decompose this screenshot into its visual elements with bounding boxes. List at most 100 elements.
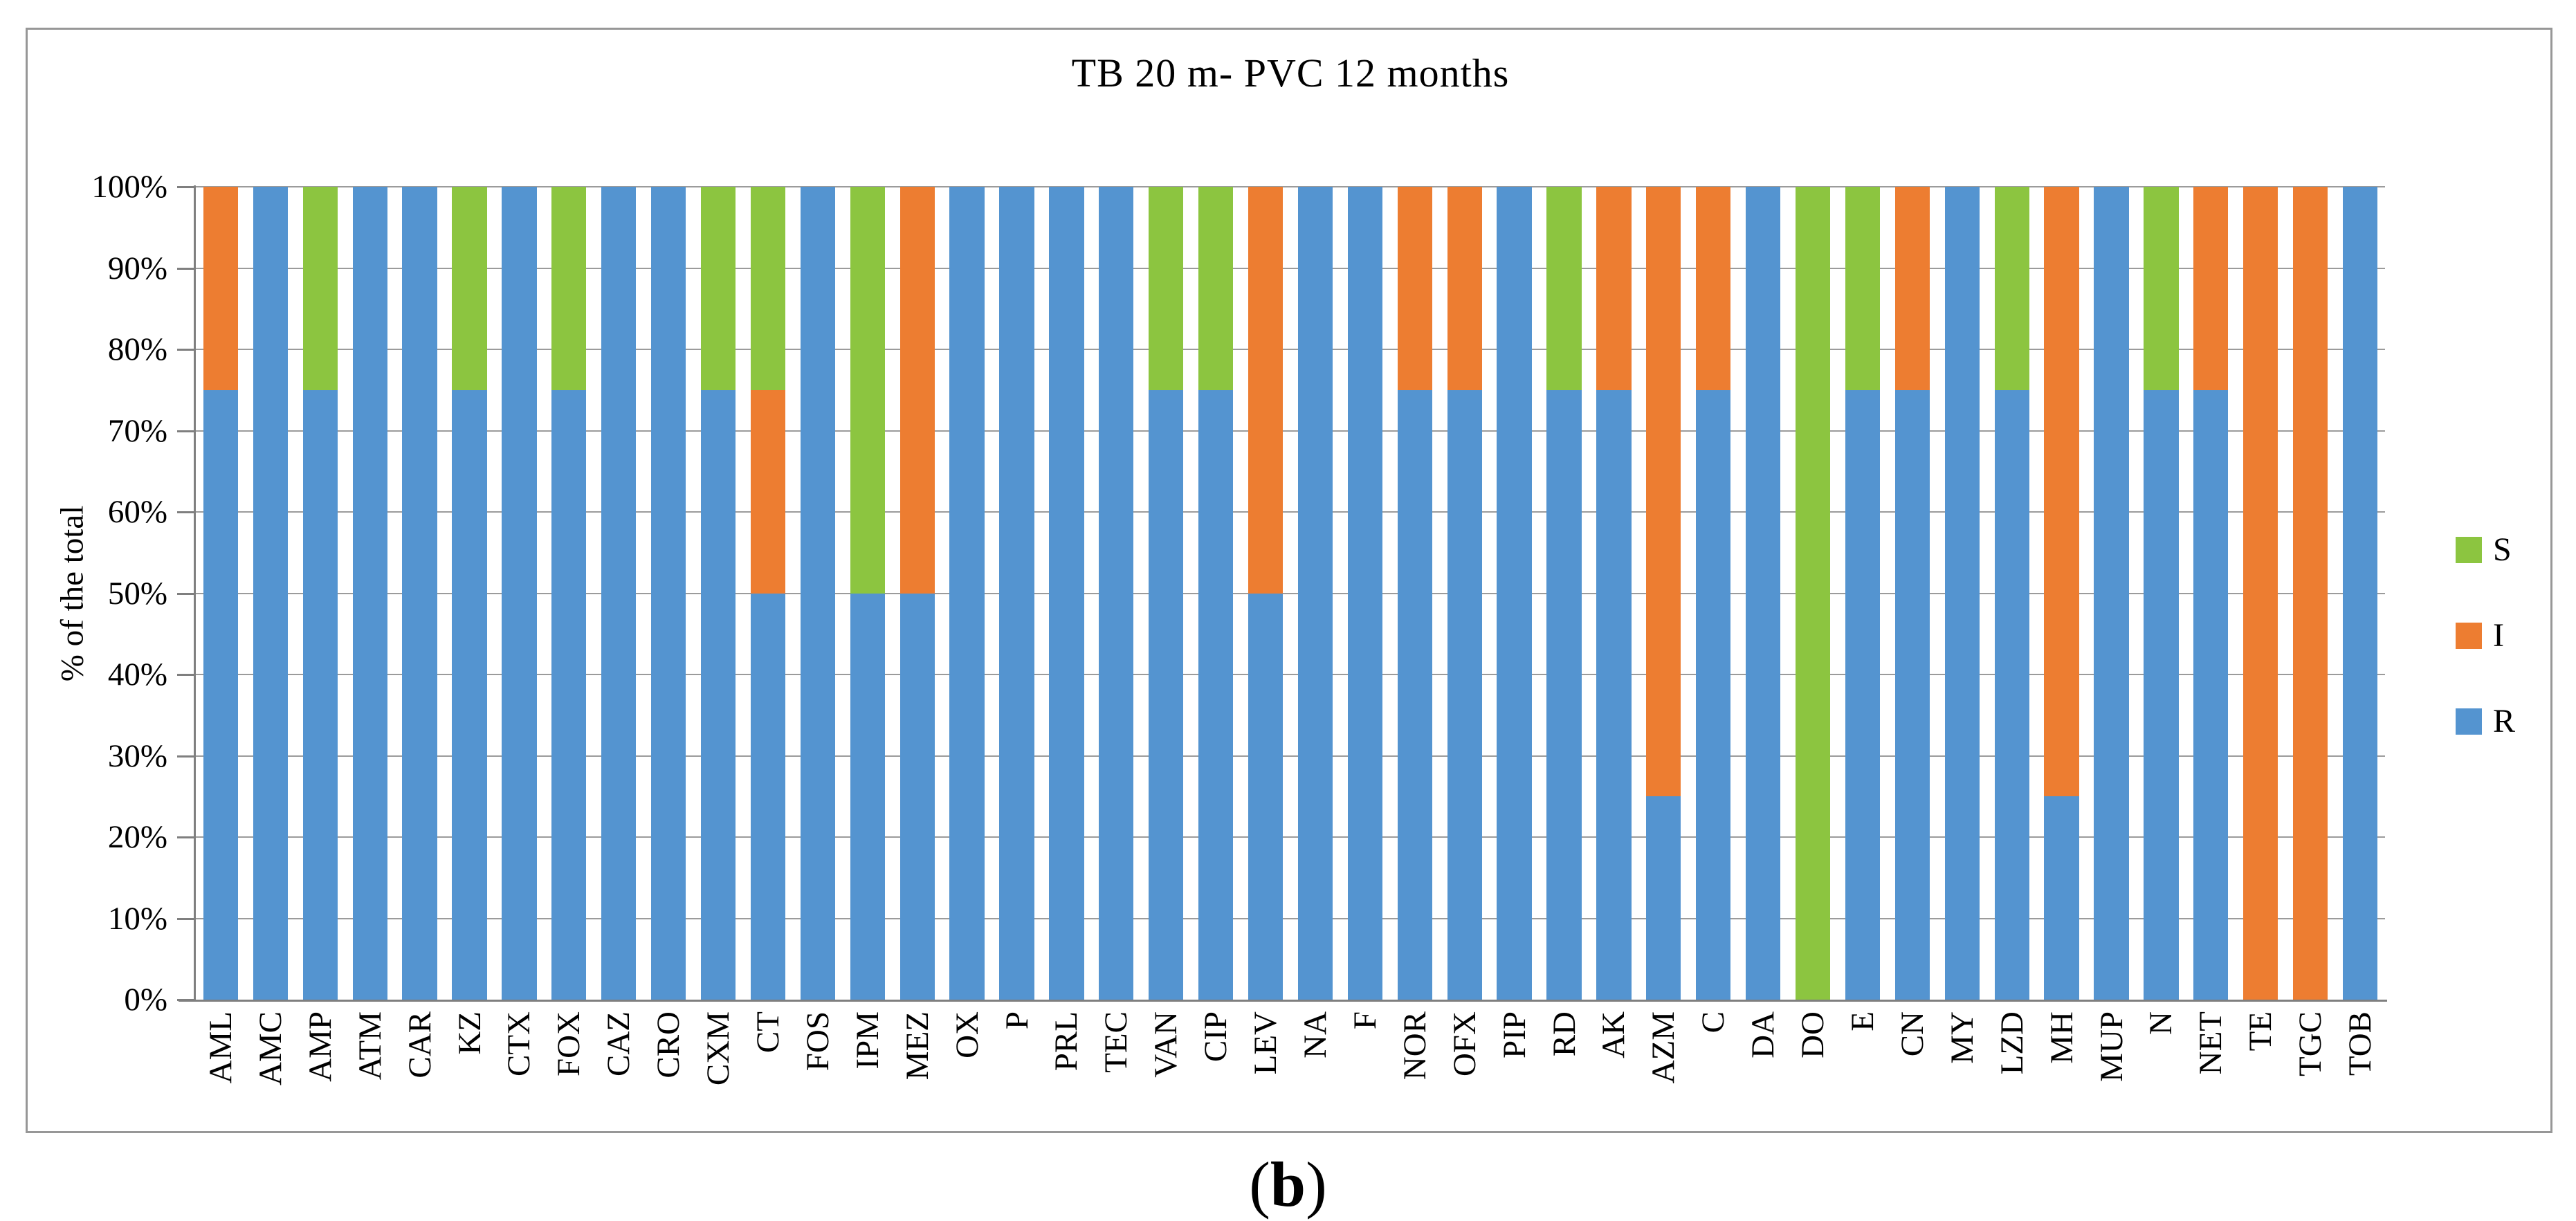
x-tick-label-anchor: NA bbox=[1297, 1011, 1346, 1058]
x-tick-label: CIP bbox=[1198, 1011, 1234, 1063]
x-tick-label: CAR bbox=[401, 1011, 438, 1078]
y-axis-tick bbox=[177, 674, 194, 676]
x-tick-label-anchor: OX bbox=[949, 1011, 998, 1058]
legend-item-R: R bbox=[2456, 705, 2515, 738]
bar-TGC bbox=[2285, 187, 2335, 1000]
bar-segment-S bbox=[551, 187, 587, 390]
figure-caption: (b) bbox=[0, 1150, 2576, 1219]
bar-FOX bbox=[544, 187, 594, 1000]
x-tick-label: AK bbox=[1596, 1011, 1632, 1058]
x-tick-label: AML bbox=[202, 1011, 239, 1084]
x-tick-label: CRO bbox=[650, 1011, 687, 1078]
legend-swatch-S bbox=[2456, 537, 2482, 563]
bar-CTX bbox=[494, 187, 544, 1000]
y-tick-label: 50% bbox=[107, 575, 167, 612]
bar-segment-R bbox=[2044, 796, 2079, 1000]
chart-frame bbox=[26, 28, 2552, 1133]
x-tick-label-anchor: KZ bbox=[452, 1011, 497, 1055]
bar-segment-R bbox=[402, 187, 437, 1000]
legend-label: I bbox=[2493, 617, 2504, 654]
bar-NET bbox=[2186, 187, 2236, 1000]
x-tick-label: CTX bbox=[501, 1011, 538, 1076]
x-tick-label-anchor: TE bbox=[2242, 1011, 2284, 1051]
gridline bbox=[196, 674, 2385, 675]
bar-segment-R bbox=[2094, 187, 2129, 1000]
bar-segment-R bbox=[551, 389, 587, 1000]
bar-segment-I bbox=[203, 187, 239, 390]
bar-segment-I bbox=[1596, 187, 1632, 390]
bar-LZD bbox=[1987, 187, 2037, 1000]
x-tick-label: ATM bbox=[351, 1011, 388, 1081]
bar-AMC bbox=[246, 187, 295, 1000]
bar-NOR bbox=[1390, 187, 1440, 1000]
bar-AZM bbox=[1638, 187, 1688, 1000]
x-tick-label-anchor: RD bbox=[1546, 1011, 1593, 1056]
bar-segment-R bbox=[1745, 187, 1781, 1000]
chart-title: TB 20 m- PVC 12 months bbox=[1071, 51, 1510, 95]
gridline bbox=[196, 186, 2385, 187]
bar-segment-I bbox=[2193, 187, 2229, 390]
bar-segment-R bbox=[1447, 389, 1482, 1000]
x-tick-label-anchor: CIP bbox=[1198, 1011, 1250, 1062]
x-tick-label-anchor: MY bbox=[1944, 1011, 1999, 1064]
x-tick-label: OX bbox=[949, 1011, 985, 1058]
bar-NA bbox=[1290, 187, 1340, 1000]
y-axis-tick bbox=[177, 511, 194, 513]
y-axis-tick bbox=[177, 917, 194, 920]
bar-segment-R bbox=[1049, 187, 1084, 1000]
x-tick-label: VAN bbox=[1148, 1011, 1185, 1078]
bar-P bbox=[992, 187, 1042, 1000]
bar-segment-R bbox=[502, 187, 537, 1000]
y-tick-label: 80% bbox=[107, 331, 167, 367]
x-tick-label-anchor: AK bbox=[1596, 1011, 1645, 1058]
bar-segment-S bbox=[700, 187, 736, 390]
y-tick-label: 40% bbox=[107, 657, 167, 692]
bar-LEV bbox=[1241, 187, 1290, 1000]
x-tick-label: OFX bbox=[1446, 1011, 1483, 1077]
bar-VAN bbox=[1141, 187, 1191, 1000]
x-tick-label: MH bbox=[2043, 1011, 2080, 1064]
y-axis-tick bbox=[177, 430, 194, 432]
bar-segment-I bbox=[1248, 187, 1284, 594]
bar-segment-R bbox=[1497, 187, 1532, 1000]
bar-segment-R bbox=[1347, 187, 1383, 1000]
y-axis-tick bbox=[177, 836, 194, 838]
bar-segment-R bbox=[1646, 796, 1681, 1000]
y-axis-line bbox=[194, 185, 196, 1002]
y-axis-tick bbox=[177, 267, 194, 270]
x-tick-label-anchor: F bbox=[1347, 1011, 1383, 1044]
bar-segment-I bbox=[2292, 187, 2328, 1000]
bar-segment-R bbox=[1198, 389, 1234, 1000]
x-tick-label: LZD bbox=[1993, 1011, 2030, 1075]
bar-TEC bbox=[1091, 187, 1141, 1000]
x-tick-label: TEC bbox=[1098, 1011, 1135, 1073]
x-tick-label-anchor: DA bbox=[1745, 1011, 1794, 1058]
bar-OFX bbox=[1440, 187, 1490, 1000]
bar-segment-R bbox=[452, 389, 487, 1000]
x-tick-label-anchor: N bbox=[2143, 1011, 2179, 1044]
bar-KZ bbox=[445, 187, 495, 1000]
bar-segment-R bbox=[203, 389, 239, 1000]
y-axis-tick bbox=[177, 186, 194, 188]
bar-CAZ bbox=[594, 187, 643, 1000]
bar-TOB bbox=[2335, 187, 2385, 1000]
bar-E bbox=[1838, 187, 1888, 1000]
bar-segment-R bbox=[1994, 389, 2029, 1000]
bar-segment-I bbox=[899, 187, 935, 594]
bar-AML bbox=[196, 187, 246, 1000]
bar-segment-S bbox=[2144, 187, 2179, 390]
x-tick-label: PRL bbox=[1048, 1011, 1085, 1072]
gridline bbox=[196, 917, 2385, 919]
gridline bbox=[196, 267, 2385, 269]
bar-FOS bbox=[793, 187, 843, 1000]
bar-TE bbox=[2236, 187, 2285, 1000]
x-tick-label: AMC bbox=[252, 1011, 289, 1086]
bar-CAR bbox=[395, 187, 445, 1000]
bar-OX bbox=[942, 187, 992, 1000]
bar-segment-R bbox=[1149, 389, 1184, 1000]
x-tick-label: NET bbox=[2193, 1011, 2229, 1075]
bar-segment-S bbox=[1546, 187, 1582, 390]
bar-segment-R bbox=[601, 187, 637, 1000]
bar-segment-R bbox=[700, 389, 736, 1000]
bar-segment-R bbox=[1546, 389, 1582, 1000]
